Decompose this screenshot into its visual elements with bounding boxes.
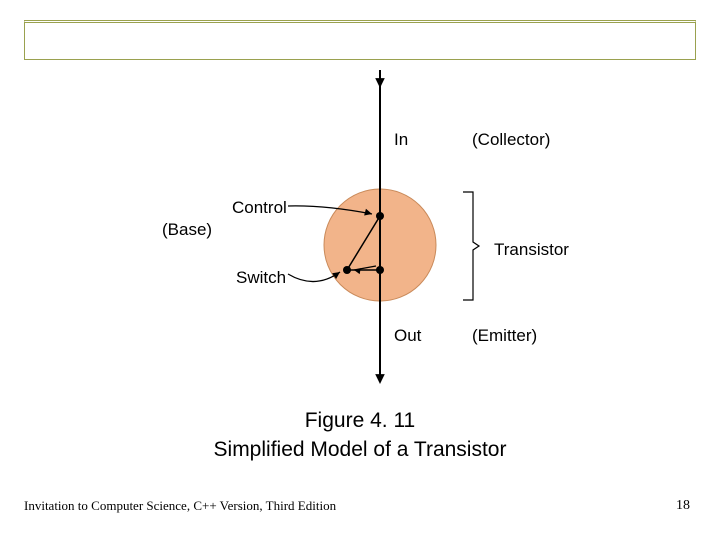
label-transistor: Transistor bbox=[494, 240, 569, 260]
label-out: Out bbox=[394, 326, 421, 346]
label-control: Control bbox=[232, 198, 287, 218]
footer-source: Invitation to Computer Science, C++ Vers… bbox=[24, 498, 336, 514]
caption-line1: Figure 4. 11 bbox=[0, 406, 720, 435]
transistor-diagram: In (Collector) (Base) Control Switch Transist… bbox=[120, 70, 580, 390]
label-in: In bbox=[394, 130, 408, 150]
label-base: (Base) bbox=[162, 220, 212, 240]
caption-line2: Simplified Model of a Transistor bbox=[0, 435, 720, 464]
page-number: 18 bbox=[676, 498, 690, 514]
label-collector: (Collector) bbox=[472, 130, 550, 150]
figure-caption: Figure 4. 11 Simplified Model of a Trans… bbox=[0, 406, 720, 465]
slide-border bbox=[24, 20, 696, 60]
label-emitter: (Emitter) bbox=[472, 326, 537, 346]
label-switch: Switch bbox=[236, 268, 286, 288]
slide: In (Collector) (Base) Control Switch Transist… bbox=[0, 0, 720, 540]
